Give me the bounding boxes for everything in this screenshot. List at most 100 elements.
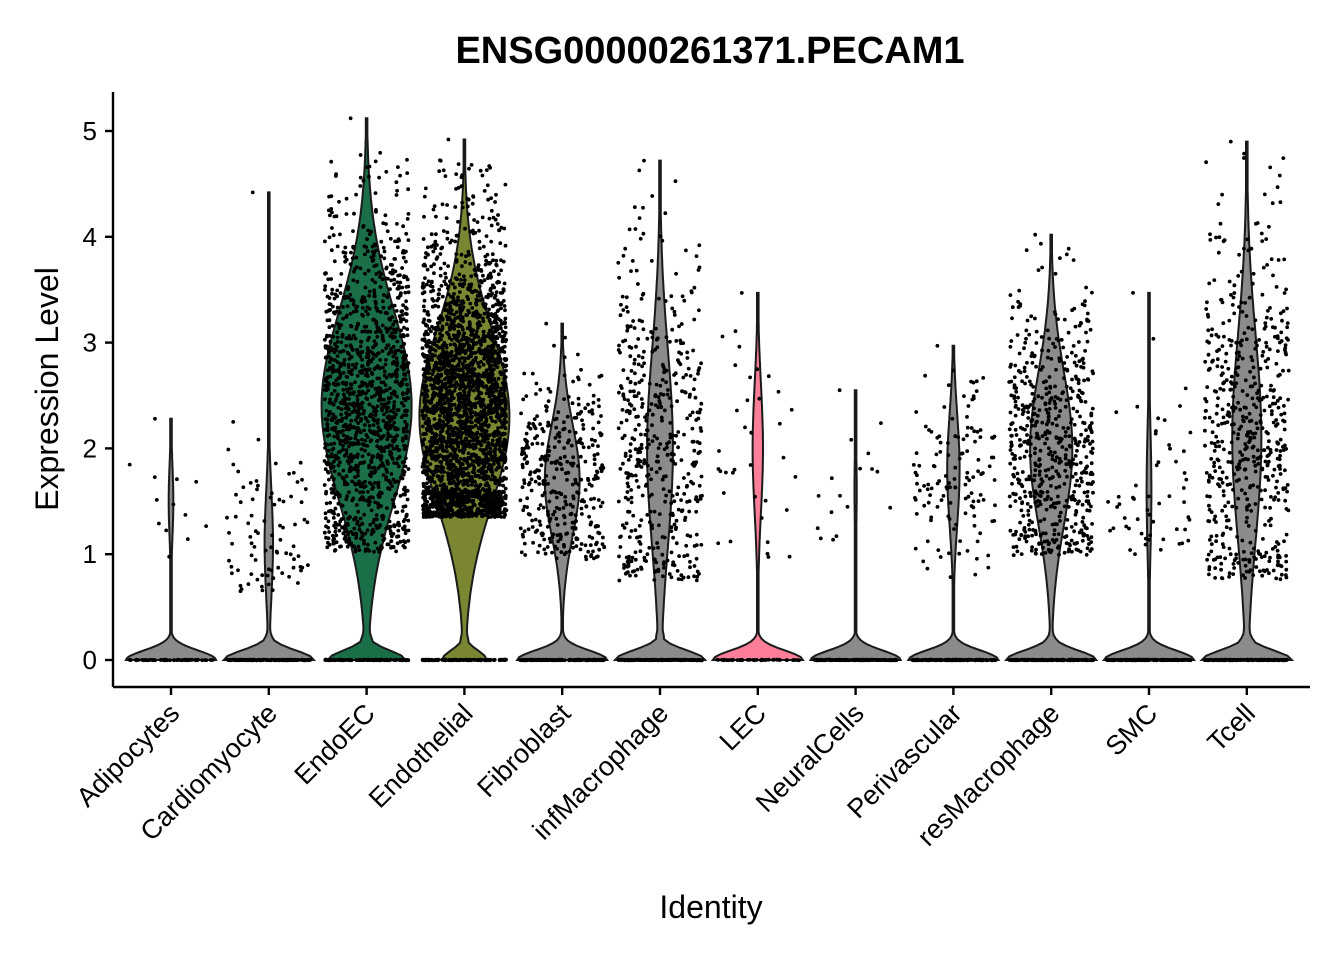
point-expressed (521, 397, 526, 402)
point-expressed (470, 346, 475, 351)
point-expressed (485, 444, 489, 449)
x-axis-title: Identity (659, 889, 762, 925)
point-expressed (448, 304, 453, 309)
point-expressed (377, 504, 381, 508)
point-max (446, 137, 451, 142)
point-expressed (353, 380, 357, 385)
point-expressed (325, 294, 330, 299)
point-expressed (338, 232, 342, 237)
point-expressed (295, 480, 300, 484)
point-expressed (436, 316, 441, 321)
point-expressed (358, 484, 363, 489)
point-expressed (260, 588, 265, 593)
point-expressed (504, 466, 509, 470)
point-expressed (333, 548, 338, 552)
point-expressed (592, 457, 597, 462)
point-expressed (394, 491, 398, 496)
point-expressed (329, 508, 333, 513)
point-expressed (600, 500, 605, 505)
point-expressed (367, 164, 372, 169)
point-expressed (455, 459, 459, 463)
point-expressed (344, 539, 349, 544)
point-expressed (335, 330, 339, 335)
point-expressed (475, 329, 479, 334)
point-expressed (380, 333, 385, 338)
point-expressed (503, 243, 508, 248)
point-expressed (421, 237, 426, 241)
point-expressed (375, 517, 379, 522)
point-expressed (389, 472, 394, 476)
point-expressed (475, 220, 480, 225)
point-expressed (432, 425, 437, 429)
point-expressed (373, 159, 378, 164)
point-expressed (481, 333, 486, 338)
point-expressed (447, 359, 452, 364)
point-expressed (343, 406, 348, 411)
point-expressed (448, 279, 452, 284)
point-expressed (584, 557, 589, 562)
point-expressed (405, 333, 410, 338)
point-expressed (431, 243, 436, 248)
point-expressed (384, 506, 389, 510)
point-expressed (488, 363, 492, 368)
point-expressed (482, 336, 487, 341)
point-expressed (521, 508, 526, 513)
point-expressed (495, 513, 500, 518)
point-expressed (473, 272, 478, 277)
point-expressed (429, 383, 433, 387)
point-expressed (525, 460, 530, 465)
point-expressed (470, 414, 474, 419)
point-expressed (468, 374, 473, 379)
point-expressed (353, 266, 357, 271)
point-expressed (399, 365, 404, 369)
point-zero (327, 658, 332, 662)
point-expressed (469, 350, 474, 355)
point-expressed (389, 278, 394, 283)
point-expressed (457, 397, 462, 401)
point-expressed (449, 458, 453, 463)
point-expressed (495, 222, 500, 226)
point-expressed (289, 494, 293, 499)
point-expressed (355, 279, 360, 284)
point-expressed (503, 457, 508, 461)
point-expressed (464, 254, 468, 259)
point-expressed (436, 491, 441, 496)
point-zero (601, 658, 606, 663)
point-expressed (365, 373, 370, 377)
point-expressed (544, 404, 548, 408)
point-expressed (401, 472, 406, 477)
point-expressed (339, 340, 344, 345)
point-expressed (452, 439, 457, 444)
point-expressed (536, 550, 540, 555)
point-expressed (171, 502, 176, 507)
point-expressed (263, 548, 268, 553)
point-expressed (423, 421, 428, 425)
point-expressed (339, 412, 343, 417)
point-expressed (433, 303, 438, 308)
point-expressed (236, 469, 241, 474)
point-expressed (234, 492, 238, 497)
point-expressed (448, 444, 453, 448)
point-expressed (371, 485, 376, 489)
point-expressed (596, 498, 601, 502)
point-expressed (470, 338, 475, 343)
point-expressed (463, 487, 468, 492)
point-expressed (373, 386, 378, 391)
point-expressed (432, 449, 436, 454)
point-expressed (325, 454, 329, 458)
point-expressed (458, 419, 463, 423)
point-expressed (538, 523, 543, 527)
point-expressed (400, 391, 405, 395)
point-expressed (374, 209, 378, 214)
point-expressed (453, 353, 457, 358)
violin-Fibroblast (515, 322, 610, 661)
point-expressed (369, 395, 374, 399)
point-expressed (406, 212, 411, 216)
point-expressed (363, 299, 368, 304)
point-expressed (329, 357, 334, 362)
point-expressed (480, 439, 485, 443)
point-expressed (541, 481, 546, 486)
point-expressed (357, 479, 361, 484)
point-expressed (367, 402, 372, 407)
point-expressed (325, 434, 330, 438)
